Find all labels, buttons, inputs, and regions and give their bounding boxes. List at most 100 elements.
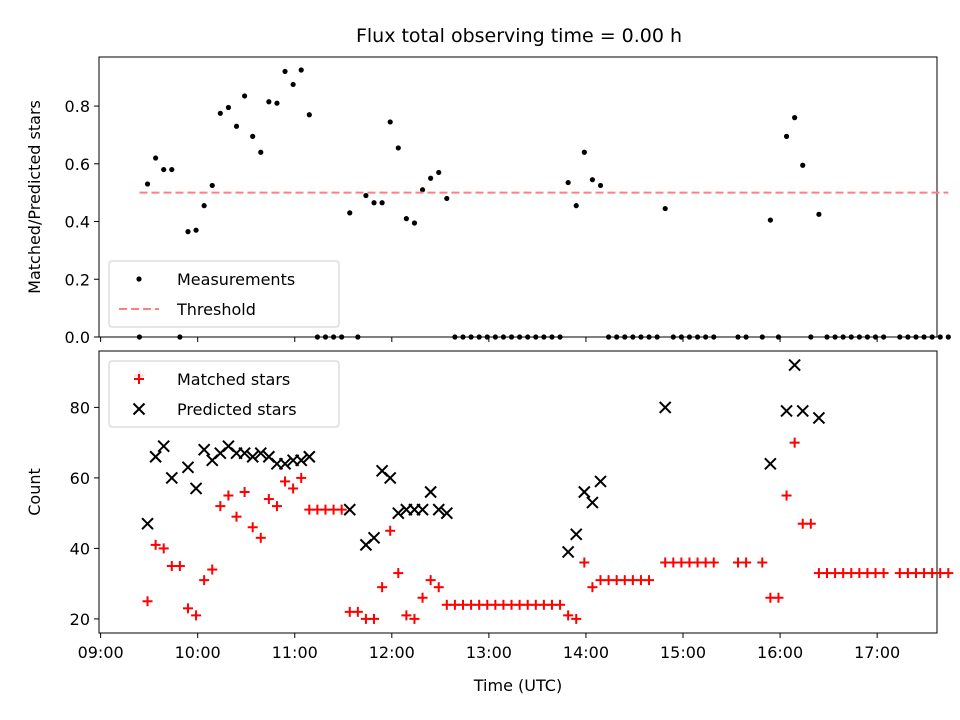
matched-point: [288, 483, 299, 494]
measurement-point: [743, 334, 749, 340]
measurement-point: [484, 334, 490, 340]
measurement-point: [379, 200, 385, 206]
measurement-point: [314, 334, 320, 340]
legend-marker: [134, 374, 144, 384]
legend: Matched stars Predicted stars: [108, 360, 340, 428]
predicted-point: [343, 503, 356, 516]
y-tick-label: 0.2: [65, 270, 90, 289]
top-panel: 0.0 0.2 0.4 0.6 0.8 Matched/Predicted stars Me…: [25, 56, 951, 347]
matched-point: [393, 568, 404, 579]
measurement-point: [945, 334, 951, 340]
y-tick-label: 80: [70, 398, 90, 417]
matched-point: [174, 561, 185, 572]
x-tick-label: 16:00: [757, 643, 803, 662]
x-axis-label: Time (UTC): [473, 676, 562, 695]
measurement-point: [630, 334, 636, 340]
measurement-point: [589, 177, 596, 183]
measurement-point: [856, 334, 862, 340]
measurement-point: [541, 334, 547, 340]
measurement-point: [759, 334, 765, 340]
predicted-point: [254, 447, 267, 460]
x-tick-label: 12:00: [369, 643, 415, 662]
y-axis-label: Matched/Predicted stars: [25, 100, 44, 294]
y-tick-label: 0.0: [65, 328, 90, 347]
legend-label: Matched stars: [177, 370, 290, 389]
measurement-point: [387, 119, 393, 125]
matched-point: [781, 490, 792, 501]
measurement-point: [824, 334, 830, 340]
measurement-point: [419, 187, 426, 193]
measurement-point: [622, 334, 628, 340]
matched-point: [215, 501, 226, 512]
measurement-point: [694, 334, 701, 340]
predicted-point: [440, 506, 454, 520]
measurement-point: [864, 334, 871, 340]
matched-point: [263, 494, 274, 505]
matched-point: [757, 557, 768, 568]
predicted-point: [586, 496, 599, 509]
x-tick-label: 14:00: [563, 643, 609, 662]
predicted-point: [424, 485, 437, 499]
measurement-point: [306, 112, 312, 118]
predicted-point: [764, 457, 777, 471]
measurement-point: [403, 216, 409, 222]
measurement-point: [266, 99, 272, 105]
matched-point: [385, 525, 396, 536]
measurement-point: [193, 227, 199, 233]
y-axis-label: Count: [25, 468, 44, 516]
y-tick-label: 0.8: [65, 97, 90, 116]
measurement-point: [371, 200, 377, 206]
measurement-point: [775, 334, 782, 340]
x-tick-label: 11:00: [272, 643, 318, 662]
predicted-point: [578, 485, 591, 499]
measurement-point: [500, 334, 507, 340]
legend-label: Predicted stars: [177, 400, 297, 419]
measurement-point: [848, 334, 854, 340]
measurement-point: [517, 334, 523, 340]
predicted-point: [392, 506, 405, 520]
matched-point: [336, 504, 347, 515]
predicted-point: [157, 439, 170, 453]
matched-point: [741, 557, 752, 568]
measurement-point: [241, 93, 248, 99]
matched-point: [433, 582, 444, 593]
predicted-point: [165, 471, 179, 485]
measurement-point: [808, 334, 814, 340]
matched-point: [571, 613, 582, 624]
measurement-point: [654, 334, 660, 340]
legend-label: Threshold: [176, 300, 256, 319]
measurement-point: [792, 115, 798, 121]
y-tick-label: 40: [70, 539, 90, 558]
measurement-point: [282, 68, 288, 75]
measurement-point: [678, 334, 684, 340]
legend-label: Measurements: [177, 270, 295, 289]
matched-point: [773, 592, 784, 603]
legend: Measurements Threshold: [108, 260, 340, 328]
measurement-point: [913, 334, 919, 340]
measurement-point: [355, 334, 361, 340]
measurement-point: [929, 334, 935, 340]
matched-point: [296, 472, 307, 483]
matched-point: [150, 539, 161, 550]
predicted-point: [416, 503, 429, 516]
predicted-point: [788, 358, 801, 372]
measurement-point: [638, 334, 644, 340]
measurement-point: [905, 334, 911, 340]
matched-point: [280, 476, 291, 487]
matched-point: [191, 610, 202, 621]
measurement-point: [549, 334, 555, 340]
matched-point: [409, 613, 420, 624]
measurement-point: [937, 334, 943, 340]
measurement-point: [492, 334, 498, 340]
measurement-point: [783, 133, 790, 139]
measurement-point: [832, 334, 838, 340]
predicted-point: [594, 475, 607, 488]
predicted-point: [181, 461, 195, 474]
measurement-point: [476, 334, 482, 340]
predicted-point: [432, 503, 445, 516]
y-tick-label: 20: [70, 610, 90, 629]
predicted-point: [561, 545, 575, 559]
measurement-point: [662, 205, 668, 212]
legend-marker: [132, 402, 146, 416]
